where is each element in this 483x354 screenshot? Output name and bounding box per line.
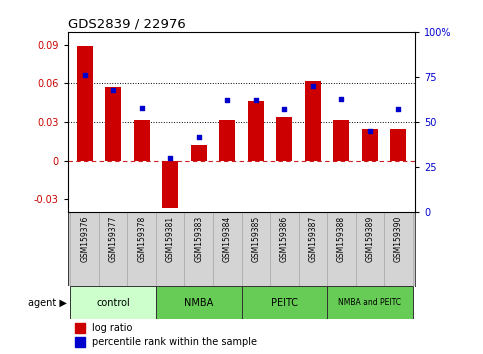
FancyBboxPatch shape — [327, 212, 355, 286]
Bar — [134, 120, 150, 161]
Text: GSM159384: GSM159384 — [223, 216, 232, 262]
Text: GSM159386: GSM159386 — [280, 216, 289, 262]
Text: PEITC: PEITC — [271, 297, 298, 308]
Text: GSM159377: GSM159377 — [109, 216, 118, 262]
Text: GSM159378: GSM159378 — [137, 216, 146, 262]
Text: GSM159389: GSM159389 — [365, 216, 374, 262]
FancyBboxPatch shape — [270, 212, 298, 286]
Point — [252, 98, 260, 103]
Text: GSM159376: GSM159376 — [80, 216, 89, 262]
Point — [81, 72, 88, 78]
FancyBboxPatch shape — [71, 286, 156, 319]
Point — [338, 96, 345, 102]
Bar — [276, 117, 292, 161]
FancyBboxPatch shape — [298, 212, 327, 286]
Text: GSM159387: GSM159387 — [308, 216, 317, 262]
FancyBboxPatch shape — [156, 286, 242, 319]
FancyBboxPatch shape — [185, 212, 213, 286]
Bar — [333, 120, 349, 161]
Bar — [362, 129, 378, 161]
Bar — [74, 322, 85, 333]
Bar — [162, 161, 178, 209]
Point — [195, 134, 202, 139]
Point — [309, 83, 317, 89]
Point — [366, 128, 374, 134]
Text: GDS2839 / 22976: GDS2839 / 22976 — [68, 18, 185, 31]
Text: percentile rank within the sample: percentile rank within the sample — [92, 337, 257, 347]
Point — [395, 107, 402, 112]
Text: GSM159381: GSM159381 — [166, 216, 175, 262]
Bar — [248, 102, 264, 161]
FancyBboxPatch shape — [327, 286, 412, 319]
Text: GSM159385: GSM159385 — [251, 216, 260, 262]
Text: agent ▶: agent ▶ — [28, 297, 67, 308]
FancyBboxPatch shape — [156, 212, 185, 286]
Bar — [77, 46, 93, 161]
Point — [166, 155, 174, 161]
FancyBboxPatch shape — [242, 286, 327, 319]
Text: GSM159390: GSM159390 — [394, 216, 403, 262]
Text: GSM159388: GSM159388 — [337, 216, 346, 262]
Text: control: control — [96, 297, 130, 308]
Point — [223, 98, 231, 103]
FancyBboxPatch shape — [99, 212, 128, 286]
FancyBboxPatch shape — [355, 212, 384, 286]
Text: GSM159383: GSM159383 — [194, 216, 203, 262]
Text: NMBA: NMBA — [184, 297, 213, 308]
FancyBboxPatch shape — [213, 212, 242, 286]
Bar — [105, 87, 121, 161]
Bar — [219, 120, 235, 161]
Bar — [305, 81, 321, 161]
Bar — [390, 129, 406, 161]
Bar — [191, 145, 207, 161]
Point — [281, 107, 288, 112]
FancyBboxPatch shape — [128, 212, 156, 286]
FancyBboxPatch shape — [71, 212, 99, 286]
Text: log ratio: log ratio — [92, 323, 132, 333]
Text: NMBA and PEITC: NMBA and PEITC — [338, 298, 401, 307]
Point — [109, 87, 117, 92]
FancyBboxPatch shape — [242, 212, 270, 286]
FancyBboxPatch shape — [384, 212, 412, 286]
Bar — [74, 337, 85, 347]
Point — [138, 105, 145, 110]
